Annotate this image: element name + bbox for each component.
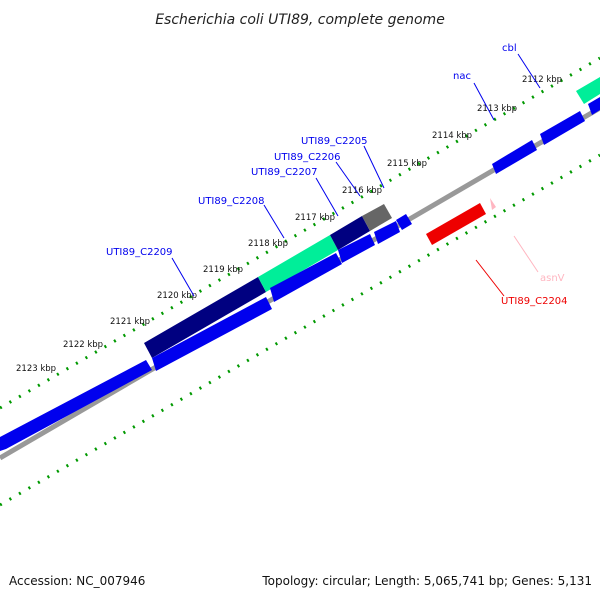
gc-segment-high [576, 77, 600, 104]
connector-line [517, 53, 541, 89]
tick-label: 2116 kbp [342, 186, 382, 196]
gene-label-c2204: UTI89_C2204 [501, 296, 568, 307]
label-connectors [171, 53, 541, 297]
genome-summary-text: Topology: circular; Length: 5,065,741 bp… [261, 574, 592, 588]
connector-line [335, 161, 361, 197]
cds-feature [374, 221, 400, 244]
tick-label: 2114 kbp [432, 131, 472, 141]
gene-label-c2207: UTI89_C2207 [251, 167, 318, 178]
gene-label-nac: nac [453, 71, 471, 82]
gc-segment-mid [362, 204, 392, 231]
tick-label: 2122 kbp [63, 340, 103, 350]
tick-label: 2118 kbp [248, 239, 288, 249]
tick-label: 2120 kbp [157, 291, 197, 301]
reverse-cds-feature [426, 203, 486, 245]
tick-label: 2112 kbp [522, 75, 562, 85]
gc-segment-low [330, 216, 370, 250]
tick-label: 2121 kbp [110, 317, 150, 327]
connector-line [363, 145, 385, 189]
gene-labels: cbl nac UTI89_C2205 UTI89_C2206 UTI89_C2… [106, 43, 568, 307]
cds-feature [492, 140, 537, 174]
connector-line [171, 257, 195, 297]
tick-label: 2113 kbp [477, 104, 517, 114]
connector-line [473, 82, 495, 121]
gc-segment-high [258, 235, 338, 292]
cds-feature [396, 214, 412, 230]
gene-label-cbl: cbl [502, 43, 517, 54]
gene-label-c2206: UTI89_C2206 [274, 152, 341, 163]
cds-feature [540, 111, 585, 145]
gc-segment-low [144, 277, 266, 358]
forward-cds-track [0, 97, 600, 451]
cds-feature [588, 97, 600, 115]
connector-line [475, 259, 505, 297]
inner-ruler-line [0, 153, 600, 507]
trna-feature [490, 198, 496, 210]
connector-line [263, 204, 285, 239]
gene-label-c2209: UTI89_C2209 [106, 247, 173, 258]
tick-label: 2123 kbp [16, 364, 56, 374]
cds-feature [338, 234, 375, 263]
cds-feature [270, 253, 342, 302]
gene-label-c2205: UTI89_C2205 [301, 136, 368, 147]
connector-line [513, 235, 539, 273]
ruler-ticks: 2112 kbp 2113 kbp 2114 kbp 2115 kbp 2116… [16, 75, 562, 374]
gene-label-asnv: asnV [540, 273, 565, 284]
connector-line [315, 177, 339, 217]
tick-label: 2119 kbp [203, 265, 243, 275]
accession-text: Accession: NC_007946 [9, 574, 145, 588]
gene-label-c2208: UTI89_C2208 [198, 196, 265, 207]
tick-label: 2115 kbp [387, 159, 427, 169]
cds-feature [0, 360, 152, 451]
map-title: Escherichia coli UTI89, complete genome [155, 12, 445, 28]
gc-content-track [144, 77, 600, 358]
cds-feature [152, 297, 272, 371]
tick-label: 2117 kbp [295, 213, 335, 223]
